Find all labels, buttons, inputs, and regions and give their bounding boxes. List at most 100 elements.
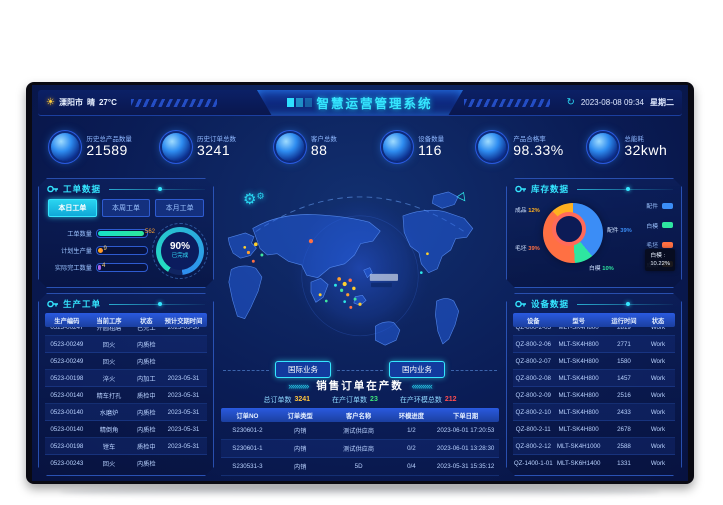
domestic-business-button[interactable]: 国内业务 <box>389 361 445 378</box>
column-header: 状态 <box>139 317 153 325</box>
refresh-icon[interactable]: ↻ <box>566 97 575 108</box>
inventory-panel: 库存数据 成品 12% <box>506 178 682 288</box>
deco-dash-line <box>451 370 497 371</box>
city-label: 溧阳市 <box>58 98 83 107</box>
screen-reflection <box>60 486 660 498</box>
deco-dash-line <box>337 370 383 371</box>
table-row[interactable]: 0523-00243 回火 内质检 <box>45 455 207 469</box>
production-panel: 生产工单 生产编码 当前工序 状态 预计交期时间 0523-00247 外圆粗磨 已完… <box>38 293 214 476</box>
legend-item[interactable]: 配件 <box>646 201 673 210</box>
kpi-orb-icon <box>589 133 618 161</box>
table-row[interactable]: QZ-800-2-08 MLT-SK4H800 1457 Work <box>513 370 675 387</box>
international-business-button[interactable]: 国际业务 <box>275 361 331 378</box>
kpi-value: 88 <box>310 141 328 158</box>
gauge-value: 90% <box>169 241 190 253</box>
work-order-tab[interactable]: 本月工单 <box>155 199 204 217</box>
legend-item[interactable]: 白模 <box>646 221 673 230</box>
table-row[interactable]: QZ-1400-1-01 MLT-SK6H1400 1331 Work <box>513 455 675 469</box>
kpi-value: 32kwh <box>624 141 668 158</box>
table-row[interactable]: S230531-3 内销 5D 0/4 2023-05-31 15:35:12 <box>221 458 499 476</box>
progress-bar-row: 工单数量 562 <box>48 229 148 238</box>
kpi-label: 历史总产品数量 <box>86 135 132 143</box>
kpi-label: 客户总数 <box>310 135 337 143</box>
table-body: S230601-2 内销 测试供应商 1/2 2023-06-01 17:20:… <box>221 422 499 476</box>
bar-fill <box>98 265 101 270</box>
table-row[interactable]: S230601-2 内销 测试供应商 1/2 2023-06-01 17:20:… <box>221 422 499 440</box>
panel-deco-line <box>577 304 673 305</box>
chevrons-left-icon: ««««« <box>411 380 433 391</box>
kpi-card: 产品合格率 98.33% <box>467 133 574 161</box>
donut-tooltip: 白模 : 10.22% <box>645 249 675 271</box>
sales-title: 销售订单在产数 <box>316 380 404 392</box>
weather-block: ☀ 溧阳市 晴 27°C <box>38 97 117 108</box>
table-row[interactable]: QZ-800-2-06 MLT-SK4H800 2771 Work <box>513 336 675 353</box>
page-title: 智慧运营管理系统 <box>316 97 433 111</box>
kpi-label: 历史订单总数 <box>196 135 236 143</box>
column-header: 客户名称 <box>346 412 372 420</box>
bar-track: 9 <box>96 246 148 255</box>
bar-track: 562 <box>96 229 148 238</box>
sun-icon: ☀ <box>46 97 55 108</box>
chevrons-right-icon: »»»»» <box>288 380 309 391</box>
key-icon <box>47 300 59 308</box>
kpi-orb-icon <box>161 133 190 161</box>
datetime-block: ↻ 2023-08-08 09:34 星期二 <box>464 97 682 108</box>
panel-title: 库存数据 <box>531 184 570 194</box>
donut-callout: 毛坯 39% <box>515 246 540 252</box>
sales-stats-row: 总订单数 3241 在产订单数 23 在产环模总数 212 <box>219 393 501 406</box>
table-row[interactable]: 0523-00198 淬火 内加工 2023-05-31 <box>45 370 207 387</box>
table-row[interactable]: 0523-00140 精倒角 内质检 2023-05-31 <box>45 421 207 438</box>
table-row[interactable]: 0523-00140 水磨炉 内质检 2023-05-31 <box>45 404 207 421</box>
table-row[interactable]: QZ-800-2-05 MLT-SK4H800 2819 Work <box>513 327 675 336</box>
table-row[interactable]: 0523-00249 回火 内质检 <box>45 336 207 353</box>
table-row[interactable]: QZ-800-2-07 MLT-SK4H800 1580 Work <box>513 353 675 370</box>
donut-callout: 白模 10% <box>589 266 614 272</box>
table-header: 订单NO 订单类型 客户名称 环模进度 下单日期 <box>221 408 499 422</box>
work-order-panel: 工单数据 本日工单 本周工单 本月工单 <box>38 178 214 288</box>
gear-icon: ⚙⚙ <box>243 191 265 208</box>
kpi-card: 总能耗 32kwh <box>575 133 682 161</box>
table-row[interactable]: 0523-00140 精车打孔 质检中 2023-05-31 <box>45 387 207 404</box>
key-icon <box>515 300 527 308</box>
inventory-donut-chart: 成品 12% 配件 39% 白模 10% <box>515 197 623 275</box>
panel-title: 设备数据 <box>531 299 570 309</box>
table-row[interactable]: QZ-800-2-09 MLT-SK4H800 2516 Work <box>513 387 675 404</box>
right-column: 库存数据 成品 12% <box>506 178 682 476</box>
work-order-tab[interactable]: 本周工单 <box>102 199 151 217</box>
column-header: 下单日期 <box>453 412 479 420</box>
work-order-tab[interactable]: 本日工单 <box>48 199 97 217</box>
column-header: 预计交期时间 <box>164 317 203 325</box>
legend-swatch-icon <box>662 222 673 228</box>
kpi-orb-icon <box>275 133 304 161</box>
table-row[interactable]: QZ-800-2-11 MLT-SK4H800 2678 Work <box>513 421 675 438</box>
table-row[interactable]: QZ-800-2-12 MLT-SK4H1000 2588 Work <box>513 438 675 455</box>
equipment-panel: 设备数据 设备 型号 运行时间 状态 QZ-800-2-05 MLT-SK4H800 … <box>506 293 682 476</box>
table-row[interactable]: QZ-800-2-10 MLT-SK4H800 2433 Work <box>513 404 675 421</box>
column-header: 型号 <box>572 317 585 325</box>
column-header: 订单类型 <box>287 412 313 420</box>
kpi-orb-icon <box>478 133 507 161</box>
table-row[interactable]: 0523-00249 回火 内质检 <box>45 353 207 370</box>
table-row[interactable]: 0523-00198 镗车 质检中 2023-05-31 <box>45 438 207 455</box>
panel-deco-line <box>577 189 673 190</box>
sales-title-row: »»»»» 销售订单在产数 ««««« <box>219 378 501 393</box>
sales-stat: 在产环模总数 212 <box>399 396 457 404</box>
header-bar: ☀ 溧阳市 晴 27°C 智慧运营管理系统 ↻ 2023-08-08 09:34… <box>38 90 682 116</box>
kpi-orb-icon <box>383 133 412 161</box>
kpi-value: 21589 <box>86 141 128 158</box>
bar-label: 实际完工数量 <box>54 265 92 272</box>
kpi-orb-icon <box>51 133 80 161</box>
monitor-bezel: ☀ 溧阳市 晴 27°C 智慧运营管理系统 ↻ 2023-08-08 09:34… <box>26 82 694 484</box>
legend-item[interactable]: 毛坯 <box>646 240 673 249</box>
kpi-card: 历史订单总数 3241 <box>145 133 252 161</box>
kpi-value: 98.33% <box>513 141 564 158</box>
panel-deco-line <box>109 189 205 190</box>
deco-stripes-right <box>464 98 551 107</box>
table-row[interactable]: 0523-00247 外圆粗磨 已完工 2023-05-30 <box>45 327 207 336</box>
kpi-row: 历史总产品数量 21589 历史订单总数 3241 客户总数 88 <box>38 120 682 174</box>
column-header: 当前工序 <box>96 317 122 325</box>
logo-icon <box>287 98 313 107</box>
table-row[interactable]: S230601-1 内销 测试供应商 0/2 2023-06-01 13:28:… <box>221 440 499 458</box>
sales-stat: 总订单数 3241 <box>263 396 311 404</box>
